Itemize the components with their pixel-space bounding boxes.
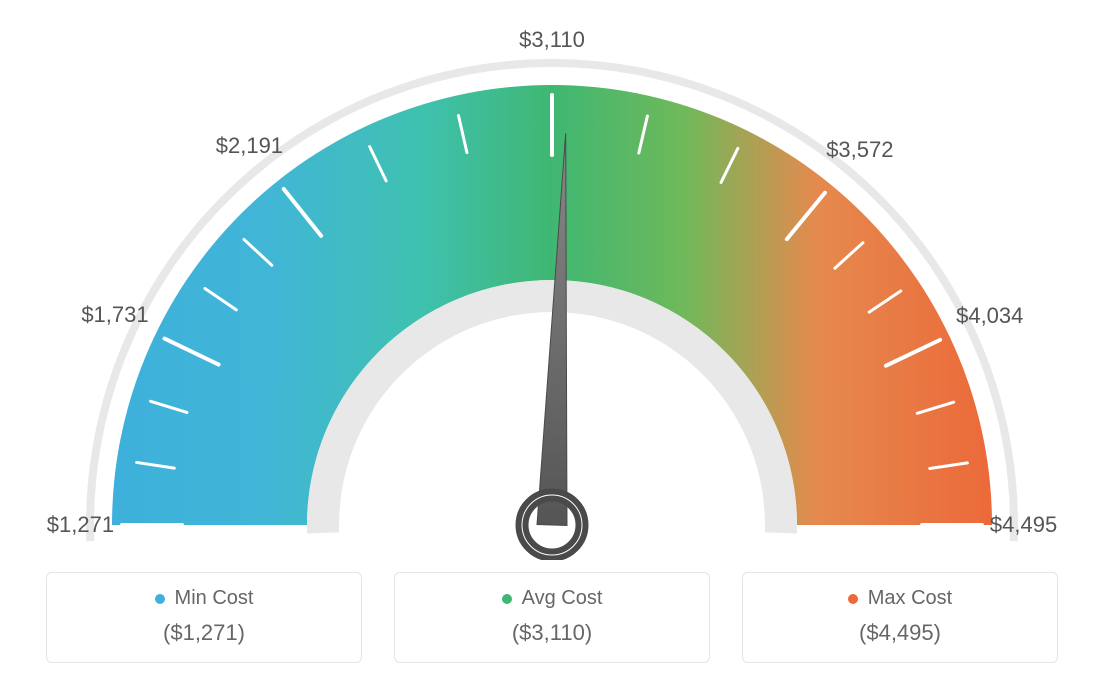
legend-box-min: Min Cost ($1,271) [46, 572, 362, 663]
gauge-tick-label: $4,034 [956, 303, 1023, 329]
legend-title-text-max: Max Cost [868, 587, 952, 610]
legend-value-min: ($1,271) [57, 620, 351, 646]
legend-box-avg: Avg Cost ($3,110) [394, 572, 710, 663]
bullet-icon [848, 594, 858, 604]
legend-box-max: Max Cost ($4,495) [742, 572, 1058, 663]
legend-value-max: ($4,495) [753, 620, 1047, 646]
legend-title-text-min: Min Cost [175, 587, 254, 610]
bullet-icon [502, 594, 512, 604]
gauge-tick-label: $1,271 [47, 512, 114, 538]
bullet-icon [155, 594, 165, 604]
legend-title-max: Max Cost [848, 587, 952, 610]
legend-title-avg: Avg Cost [502, 587, 603, 610]
cost-gauge-chart: $1,271 $1,731 $2,191 $3,110 $3,572 $4,034 $4,4… [20, 20, 1084, 560]
gauge-tick-label: $4,495 [990, 512, 1057, 538]
gauge-tick-label: $3,110 [519, 27, 585, 53]
legend-value-avg: ($3,110) [405, 620, 699, 646]
gauge-tick-label: $3,572 [826, 137, 893, 163]
legend-title-text-avg: Avg Cost [522, 587, 603, 610]
gauge-svg [20, 20, 1084, 560]
gauge-tick-label: $1,731 [81, 302, 148, 328]
gauge-tick-label: $2,191 [216, 133, 283, 159]
legend-row: Min Cost ($1,271) Avg Cost ($3,110) Max … [20, 572, 1084, 663]
legend-title-min: Min Cost [155, 587, 254, 610]
